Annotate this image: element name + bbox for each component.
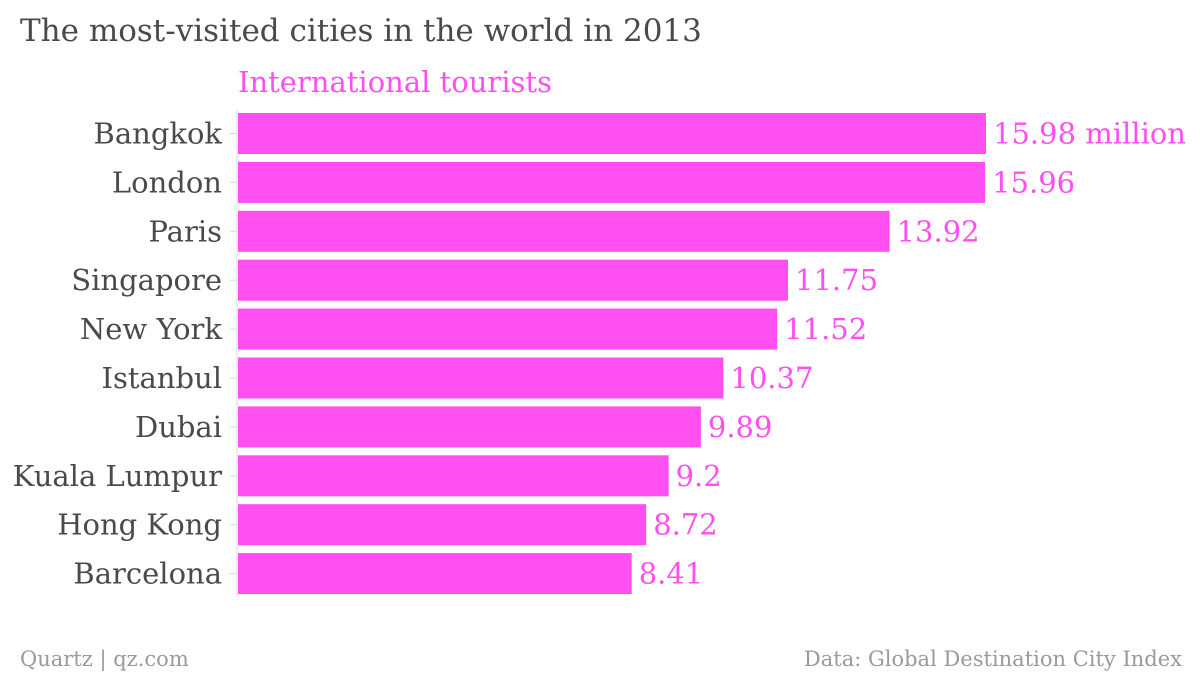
- source-credit: Quartz | qz.com: [20, 647, 189, 672]
- category-label: Istanbul: [102, 361, 222, 395]
- category-label: Paris: [148, 214, 222, 248]
- chart-title: The most-visited cities in the world in …: [20, 13, 702, 49]
- value-label: 9.2: [676, 459, 722, 493]
- value-label: 9.89: [708, 410, 773, 444]
- data-source: Data: Global Destination City Index: [804, 647, 1182, 671]
- value-label: 13.92: [897, 214, 980, 248]
- category-label: Singapore: [71, 263, 222, 297]
- value-label: 11.52: [784, 312, 867, 346]
- value-label: 11.75: [795, 263, 878, 297]
- bar: [238, 357, 724, 399]
- bar: [238, 210, 890, 252]
- bar: [238, 113, 986, 154]
- value-label: 15.96: [992, 165, 1075, 199]
- category-label: New York: [80, 312, 223, 346]
- value-label: 15.98 million: [993, 117, 1186, 151]
- series-label: International tourists: [238, 65, 552, 99]
- category-label: Hong Kong: [57, 508, 222, 542]
- bar: [238, 455, 669, 497]
- bar: [238, 406, 701, 448]
- category-label: Bangkok: [94, 117, 223, 151]
- bar: [238, 259, 788, 301]
- category-label: Kuala Lumpur: [13, 459, 222, 493]
- bar: [238, 504, 647, 546]
- value-label: 8.72: [653, 508, 718, 542]
- bar: [238, 161, 986, 203]
- bars-group: Bangkok 15.98 million London 15.96 Paris 13.9…: [13, 113, 1186, 595]
- bar: [238, 308, 778, 350]
- bar: [238, 553, 632, 595]
- category-label: Barcelona: [73, 557, 222, 591]
- category-label: Dubai: [135, 410, 222, 444]
- value-label: 8.41: [639, 557, 704, 591]
- category-label: London: [112, 165, 222, 199]
- value-label: 10.37: [730, 361, 813, 395]
